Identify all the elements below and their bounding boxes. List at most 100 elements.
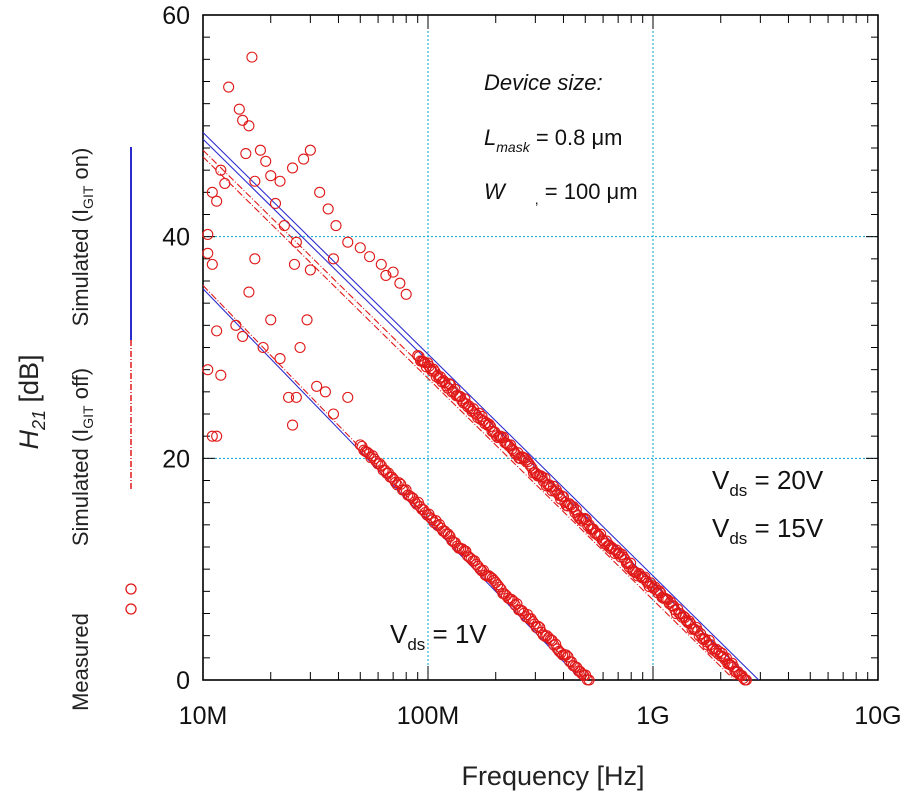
measured-point — [412, 350, 424, 362]
measured-point — [330, 220, 342, 232]
measured-point — [233, 103, 245, 115]
measured-point — [460, 545, 472, 557]
measured-point — [206, 430, 218, 442]
x-tick-label: 1G — [636, 702, 669, 730]
measured-point — [243, 286, 255, 298]
measured-point — [380, 269, 392, 282]
measured-point — [298, 153, 310, 165]
measured-point — [375, 258, 387, 270]
measured-point — [240, 147, 252, 160]
legend: Simulated (IGIT on) Simulated (IGIT off)… — [68, 147, 137, 711]
measured-point — [550, 638, 562, 650]
measured-point — [693, 630, 705, 642]
annotations: Device size: Lmask = 0.8 μm W, = 100 μm … — [390, 70, 824, 654]
measured-point — [290, 236, 302, 248]
measured-point — [427, 363, 439, 375]
y-tick-label: 60 — [162, 2, 190, 30]
measured-point — [573, 512, 585, 524]
measured-point — [265, 314, 277, 326]
measured-point — [243, 120, 255, 132]
measured-point — [364, 251, 376, 263]
w-annotation: W, = 100 μm — [484, 179, 638, 207]
measured-point — [428, 517, 440, 529]
legend-item-measured: Measured — [68, 613, 93, 711]
measured-point — [202, 247, 214, 259]
measured-point — [569, 506, 581, 519]
measured-point — [532, 620, 544, 632]
measured-point — [575, 513, 587, 525]
measured-point — [265, 170, 277, 182]
x-tick-label: 100M — [397, 702, 460, 730]
measured-point — [246, 51, 258, 63]
measured-point — [519, 452, 531, 464]
legend-swatch-measured-2 — [125, 603, 137, 615]
svg-text:H21 [dB]: H21 [dB] — [14, 354, 49, 449]
measured-point — [596, 534, 608, 546]
x-tick-label: 10G — [854, 702, 901, 730]
measured-point — [456, 543, 468, 555]
measured-point — [430, 515, 442, 527]
measured-point — [274, 175, 286, 187]
measured-point — [288, 258, 301, 270]
vds15-annotation: Vds = 15V — [712, 513, 824, 548]
simulated-on-line — [202, 132, 760, 681]
measured-point — [737, 672, 750, 684]
lmask-annotation: Lmask = 0.8 μm — [484, 125, 622, 155]
x-axis-label: Frequency [Hz] — [461, 761, 644, 791]
legend-label-simulated-off: Simulated (I — [68, 429, 93, 546]
measured-point — [223, 81, 235, 93]
measured-point — [740, 674, 752, 686]
y-tick-label: 0 — [176, 667, 190, 695]
measured-point — [260, 155, 272, 167]
legend-swatch-measured-1 — [125, 583, 137, 595]
svg-text:Simulated (IGIT on): Simulated (IGIT on) — [68, 148, 96, 327]
measured-point — [560, 649, 572, 661]
measured-point — [206, 186, 218, 198]
measured-point — [503, 440, 515, 452]
measured-scatter — [202, 51, 752, 686]
measured-point — [685, 617, 697, 630]
vds1-annotation: Vds = 1V — [390, 619, 487, 654]
measured-point — [237, 330, 249, 342]
series-lines — [202, 132, 760, 681]
y-tick-label: 40 — [162, 224, 190, 252]
plot-border — [202, 14, 879, 681]
measured-point — [479, 418, 491, 430]
measured-point — [590, 527, 602, 539]
measured-point — [202, 228, 214, 240]
legend-label-simulated-on: Simulated (I — [68, 209, 93, 326]
measured-point — [327, 253, 340, 265]
measured-point — [327, 408, 340, 420]
y-tick-labels: 0 20 40 60 — [162, 2, 190, 695]
measured-point — [322, 203, 334, 215]
x-tick-label: 10M — [179, 702, 228, 730]
measured-point — [595, 528, 607, 540]
measured-point — [301, 314, 313, 326]
measured-point — [400, 288, 412, 300]
measured-point — [215, 164, 227, 176]
measured-point — [286, 162, 299, 174]
legend-item-simulated-off: Simulated (IGIT off) — [68, 368, 96, 546]
legend-item-simulated-on: Simulated (IGIT on) — [68, 148, 96, 327]
measured-point — [304, 264, 316, 276]
measured-point — [534, 622, 546, 634]
measured-point — [465, 403, 477, 415]
measured-point — [394, 277, 406, 289]
measured-point — [211, 430, 223, 442]
measured-point — [379, 464, 391, 476]
measured-point — [342, 391, 354, 403]
measured-point — [230, 319, 242, 331]
measured-point — [393, 477, 405, 489]
measured-point — [445, 379, 457, 391]
measured-point — [493, 581, 505, 593]
device-size-label: Device size: — [484, 70, 603, 95]
vds20-annotation: Vds = 20V — [712, 465, 824, 500]
measured-point — [354, 242, 366, 254]
measured-point — [290, 391, 302, 403]
y-tick-label: 20 — [162, 445, 190, 473]
x-tick-labels: 10M 100M 1G 10G — [179, 702, 902, 730]
measured-point — [206, 258, 218, 270]
measured-point — [442, 528, 454, 540]
measured-point — [269, 197, 282, 209]
